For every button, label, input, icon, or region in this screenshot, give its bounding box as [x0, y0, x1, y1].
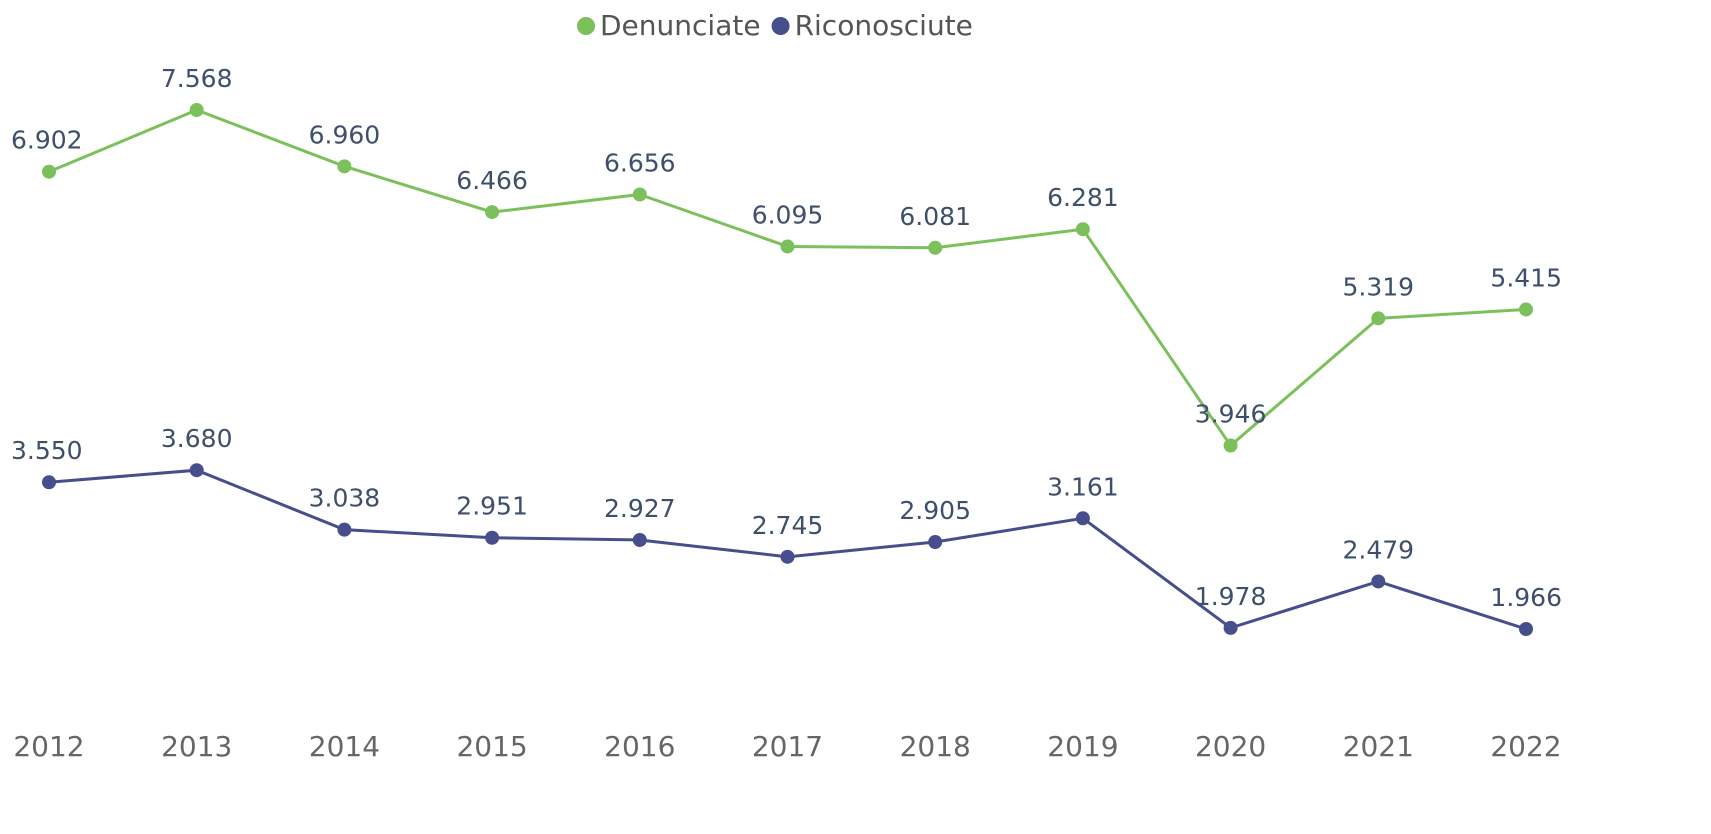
data-point	[928, 240, 943, 255]
data-label: 1.978	[1195, 582, 1267, 611]
data-point	[42, 164, 56, 179]
x-tick-label: 2014	[309, 730, 380, 763]
data-label: 1.966	[1490, 583, 1562, 612]
legend-marker	[771, 17, 790, 35]
data-point	[1371, 574, 1386, 589]
data-label: 6.281	[1047, 183, 1119, 212]
data-label: 6.081	[899, 202, 971, 231]
data-point	[928, 535, 943, 550]
series-line	[48, 468, 1527, 631]
data-point	[780, 549, 795, 564]
data-point	[1223, 438, 1238, 453]
data-point	[1223, 620, 1238, 635]
data-point	[632, 532, 647, 547]
x-tick-label: 2020	[1195, 730, 1266, 763]
data-label: 3.038	[309, 484, 381, 513]
legend-marker	[577, 17, 595, 35]
legend-label: Riconosciute	[795, 9, 973, 42]
x-tick-label: 2022	[1490, 730, 1561, 763]
data-label: 3.550	[11, 436, 83, 465]
data-point	[337, 522, 352, 537]
data-label: 3.680	[161, 424, 233, 453]
data-point	[1075, 222, 1090, 237]
data-label: 6.902	[11, 126, 83, 155]
data-point	[485, 530, 500, 545]
data-label: 5.319	[1343, 272, 1415, 301]
data-point	[1519, 622, 1533, 636]
data-label: 6.656	[604, 148, 676, 177]
data-point	[780, 239, 795, 254]
legend-label: Denunciate	[600, 9, 761, 42]
data-point	[485, 205, 500, 220]
x-tick-label: 2017	[752, 730, 823, 763]
data-label: 3.946	[1195, 400, 1267, 429]
data-label: 3.161	[1047, 472, 1119, 501]
data-point	[1519, 302, 1533, 317]
data-point	[189, 463, 204, 478]
data-label: 7.568	[161, 64, 233, 93]
data-label: 6.095	[752, 200, 824, 229]
x-tick-label: 2015	[456, 730, 527, 763]
data-label: 2.905	[899, 496, 971, 525]
data-label: 2.951	[456, 492, 528, 521]
data-label: 2.745	[752, 511, 824, 540]
data-label: 6.960	[309, 120, 381, 149]
data-label: 2.479	[1343, 535, 1415, 564]
data-label: 5.415	[1490, 263, 1562, 292]
data-label: 6.466	[456, 166, 528, 195]
x-tick-label: 2013	[161, 730, 232, 763]
data-point	[1371, 311, 1386, 326]
series-line	[48, 108, 1527, 448]
x-tick-label: 2012	[13, 730, 84, 763]
data-point	[337, 159, 352, 174]
data-point	[632, 187, 647, 202]
x-tick-label: 2019	[1047, 730, 1118, 763]
data-label: 2.927	[604, 494, 676, 523]
x-tick-label: 2021	[1343, 730, 1414, 763]
data-point	[189, 103, 204, 117]
data-point	[1075, 511, 1090, 526]
x-tick-label: 2018	[900, 730, 971, 763]
data-point	[42, 475, 56, 490]
x-tick-label: 2016	[604, 730, 675, 763]
